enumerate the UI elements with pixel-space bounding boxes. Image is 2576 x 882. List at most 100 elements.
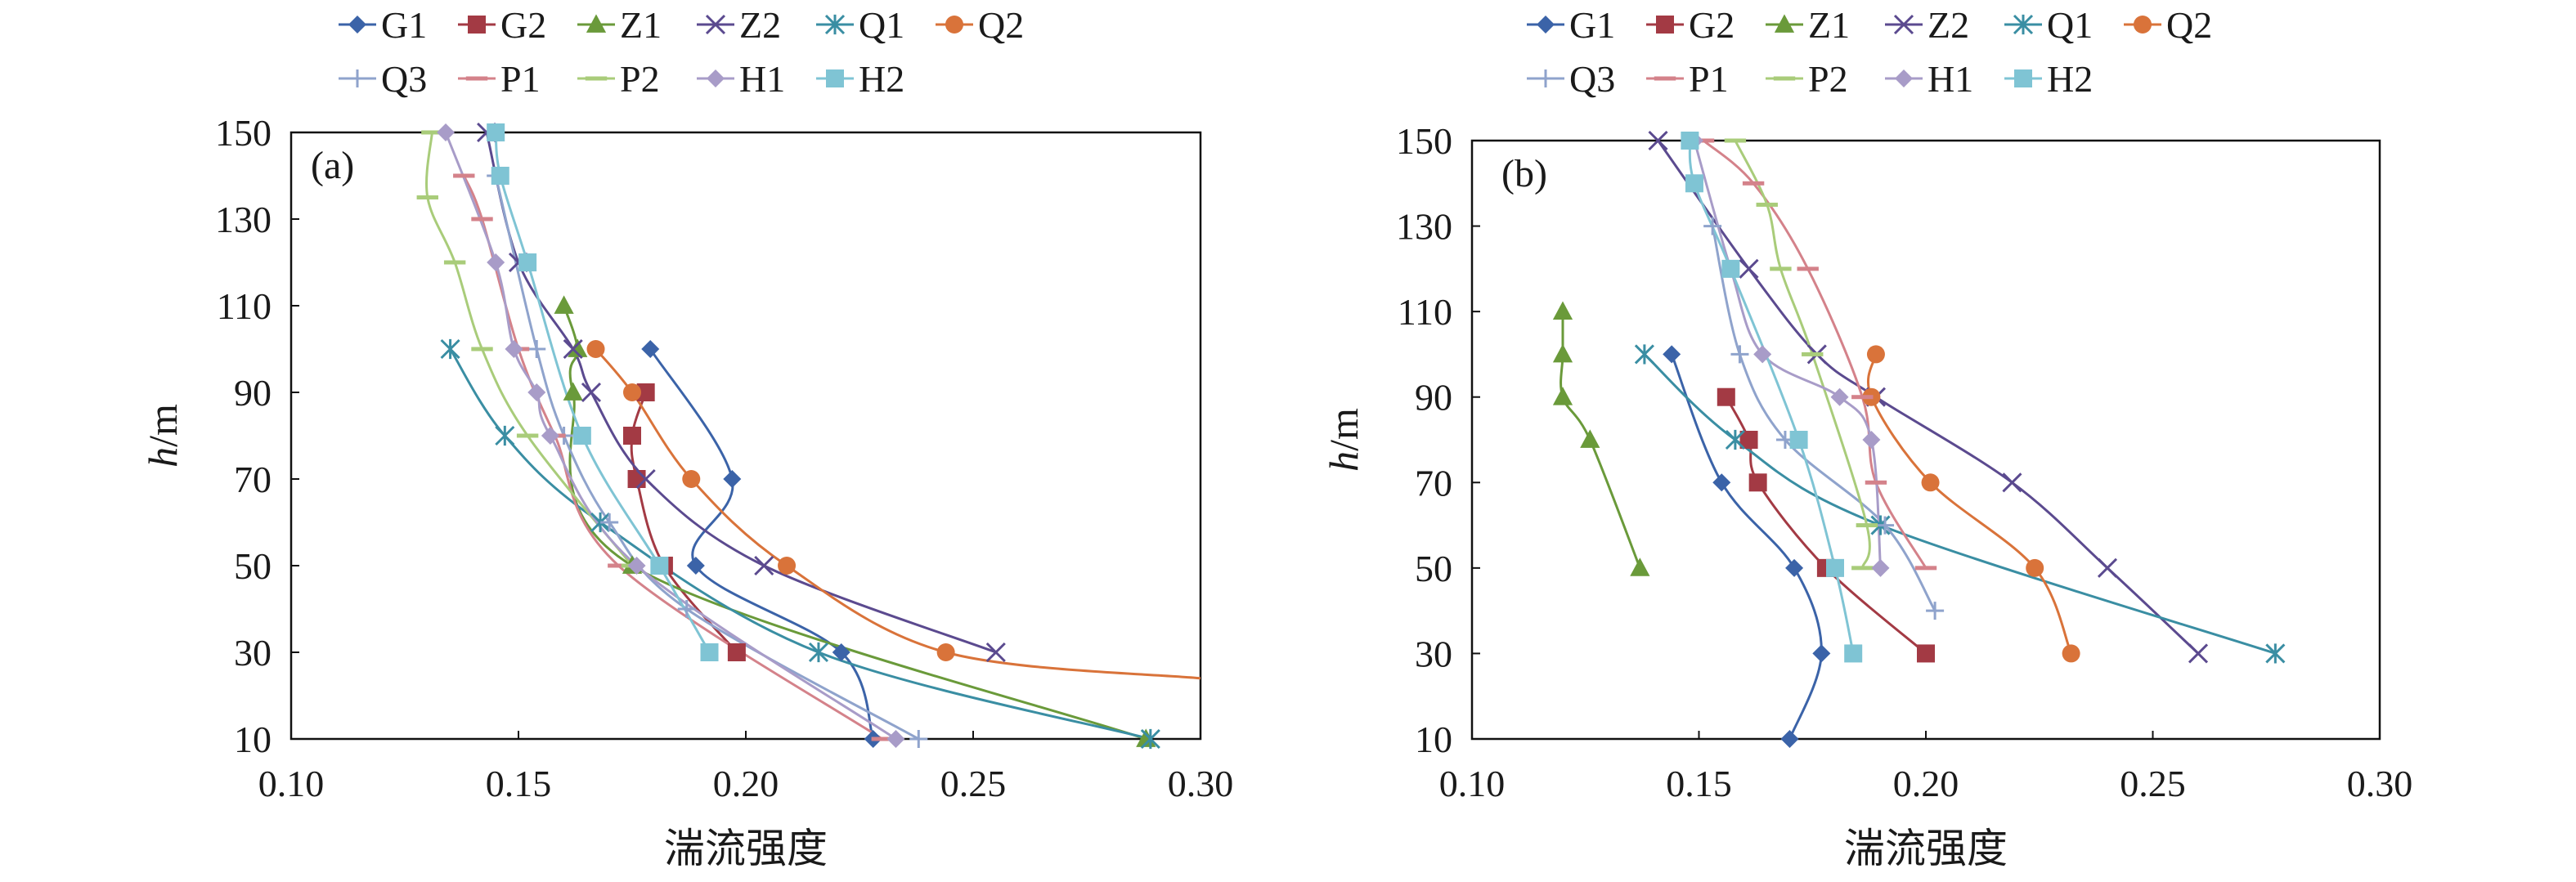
data-point-p1 [1865,480,1887,485]
legend-label-p1: P1 [1689,58,1729,100]
legend-marker-h2 [2014,69,2032,87]
data-point-p2 [416,195,438,199]
legend-marker-g2 [1656,16,1674,34]
data-point-q3 [1926,602,1945,620]
data-point-h2 [1721,259,1740,278]
data-point-z2 [581,382,602,403]
y-tick-label: 110 [217,285,272,327]
data-point-q3 [677,600,696,618]
legend-label-q1: Q1 [2047,4,2093,46]
y-tick-label: 10 [234,719,272,760]
data-point-g1 [686,557,705,575]
data-point-q1 [590,512,611,533]
data-point-z1 [1552,387,1573,405]
panel-label-b: (b) [1501,152,1547,195]
series-line-z2 [485,132,997,654]
data-point-h2 [487,123,505,141]
data-point-h2 [1844,644,1863,663]
y-tick-label: 10 [1415,719,1452,760]
legend-marker-q2 [2134,16,2152,34]
legend-marker-p1 [1654,76,1676,81]
data-point-z1 [1630,557,1650,576]
data-point-z1 [568,338,588,357]
legend-label-q3: Q3 [1569,58,1615,100]
series-line-g1 [1670,353,1823,740]
data-point-p2 [443,260,466,265]
data-point-z1 [1552,301,1573,320]
data-point-g2 [623,427,641,445]
data-point-q2 [1866,345,1885,364]
data-point-p2 [1756,202,1778,207]
legend-marker-g2 [468,16,486,34]
data-point-h1 [1753,345,1772,364]
y-axis-label-italic-b: h [1321,451,1367,472]
data-point-p1 [1914,566,1937,571]
legend-label-h1: H1 [739,58,785,100]
data-point-q2 [2062,644,2080,663]
data-point-g2 [1748,473,1767,492]
data-point-q3 [1876,516,1895,535]
legend-label-h2: H2 [2047,58,2093,100]
y-tick-label: 30 [1415,633,1452,674]
y-tick-label: 30 [234,632,272,674]
y-axis-label-a: h/m [140,404,186,468]
data-point-h2 [572,427,591,445]
series-line-q1 [449,348,1151,741]
data-point-h1 [527,383,546,401]
data-point-q2 [586,340,605,358]
y-tick-label: 130 [1396,206,1452,248]
series-markers-a [416,122,1160,750]
y-axis-label-unit-b: /m [1321,408,1367,451]
legend-b: G1 G2 Z1 Z2 Q1 Q2 Q3 P1 P2 H1 H2 [1527,4,2212,100]
tick-labels-a: 0.10 0.15 0.20 0.25 0.30 10 30 50 70 90 110 130 150 [215,112,1233,804]
data-point-z2 [635,468,656,490]
plot-frame-a [289,131,1202,741]
data-point-h1 [487,253,505,271]
legend-marker-g1 [348,16,366,34]
data-point-q2 [778,557,797,575]
data-point-q1 [808,642,829,663]
data-point-h1 [437,123,456,141]
data-point-g1 [1712,473,1731,492]
data-point-h1 [1830,387,1849,406]
data-point-g1 [1780,730,1799,748]
data-point-g1 [723,470,742,488]
series-line-h1 [444,132,897,741]
data-point-q3 [1730,345,1749,364]
series-markers-b [1552,130,2286,748]
data-point-h2 [700,643,719,661]
y-tick-label: 110 [1398,291,1452,333]
data-point-h2 [650,557,669,575]
data-point-p2 [516,433,539,438]
series-line-g1 [648,348,875,740]
data-point-h1 [627,557,646,575]
data-point-q3 [1703,217,1722,235]
legend-marker-z1 [586,14,607,33]
legend-marker-z1 [1774,14,1795,33]
y-tick-label: 90 [234,372,272,414]
data-point-p1 [871,736,893,741]
data-point-z2 [754,555,774,576]
data-point-p2 [1851,566,1874,571]
data-point-g1 [1785,558,1804,577]
legend-label-g1: G1 [381,4,427,46]
y-tick-label: 90 [1415,377,1452,419]
x-tick-label: 0.10 [258,763,325,804]
x-tick-label: 0.25 [940,763,1007,804]
legend-label-h2: H2 [859,58,904,100]
y-axis-label-b: h/m [1321,408,1367,472]
data-point-p2 [421,130,443,135]
legend-marker-p1 [465,76,488,81]
legend-label-q2: Q2 [2166,4,2212,46]
data-point-h1 [886,730,905,748]
series-line-h1 [1693,140,1882,569]
x-tick-label: 0.15 [486,763,552,804]
data-point-q3 [909,730,928,748]
y-tick-label: 70 [1415,462,1452,504]
data-point-h2 [1681,132,1699,150]
legend-a: G1 G2 Z1 Z2 Q1 Q2 Q3 P1 P2 H1 H2 [339,4,1024,100]
legend-marker-q1 [824,14,846,35]
data-point-g2 [1917,644,1935,663]
data-point-p1 [1797,266,1819,271]
data-point-g2 [1739,431,1758,449]
